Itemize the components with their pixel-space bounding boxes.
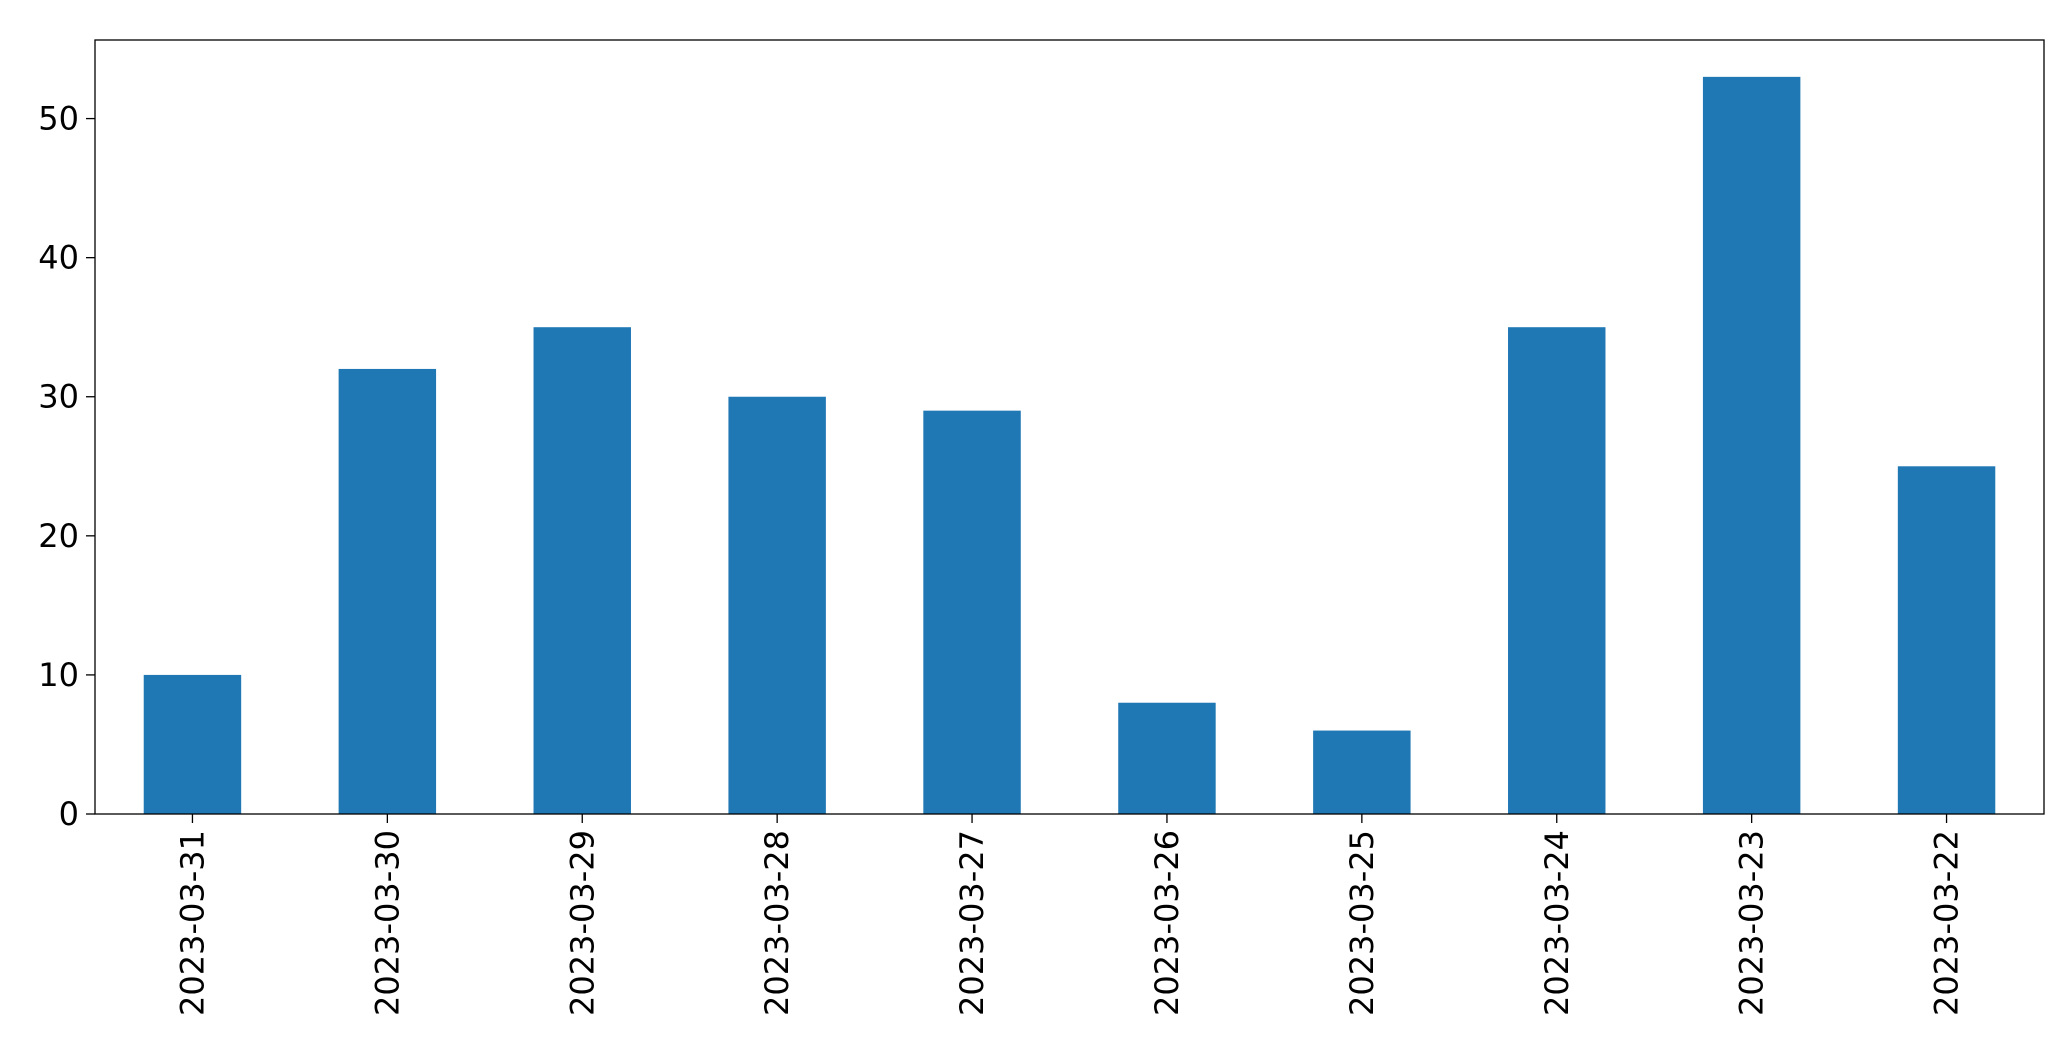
y-tick-label: 20 bbox=[38, 517, 79, 555]
bar-2023-03-24 bbox=[1508, 327, 1606, 814]
x-tick-label: 2023-03-23 bbox=[1733, 830, 1771, 1016]
x-tick-label: 2023-03-31 bbox=[173, 830, 211, 1016]
bar-2023-03-27 bbox=[923, 410, 1021, 814]
bars-layer bbox=[143, 76, 1996, 815]
x-tick-label: 2023-03-27 bbox=[953, 830, 991, 1016]
y-tick-label: 10 bbox=[38, 656, 79, 694]
bar-2023-03-30 bbox=[338, 368, 437, 814]
y-tick-label: 40 bbox=[38, 239, 79, 277]
bar-2023-03-22 bbox=[1897, 466, 1996, 814]
y-axis: 0 10 20 30 40 50 bbox=[38, 100, 95, 833]
x-tick-label: 2023-03-22 bbox=[1928, 830, 1966, 1016]
x-tick-label: 2023-03-26 bbox=[1148, 830, 1186, 1016]
bar-2023-03-31 bbox=[143, 674, 242, 814]
bar-2023-03-23 bbox=[1702, 76, 1801, 815]
x-tick-label: 2023-03-29 bbox=[563, 830, 601, 1016]
x-tick-label: 2023-03-30 bbox=[368, 830, 406, 1016]
y-tick-label: 50 bbox=[38, 100, 79, 138]
y-tick-label: 0 bbox=[59, 795, 79, 833]
x-tick-label: 2023-03-28 bbox=[758, 830, 796, 1016]
x-tick-label: 2023-03-25 bbox=[1343, 830, 1381, 1016]
bar-2023-03-28 bbox=[728, 396, 826, 814]
x-axis: 2023-03-31 2023-03-30 2023-03-29 2023-03-28… bbox=[173, 814, 1966, 1016]
bar-2023-03-26 bbox=[1118, 702, 1216, 814]
y-tick-label: 30 bbox=[38, 378, 79, 416]
x-tick-label: 2023-03-24 bbox=[1538, 830, 1576, 1016]
plot-frame bbox=[94, 39, 2045, 815]
bar-2023-03-25 bbox=[1313, 730, 1411, 814]
bar-2023-03-29 bbox=[533, 327, 631, 814]
